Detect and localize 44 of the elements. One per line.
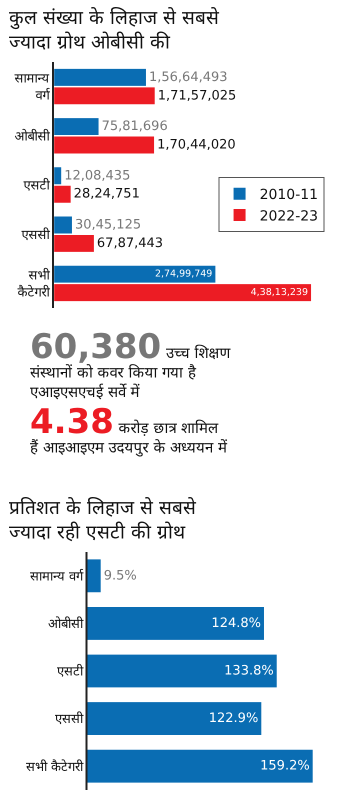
bar [54, 186, 71, 203]
bar [54, 284, 312, 302]
data-label: 67,87,443 [96, 236, 164, 251]
bar [54, 68, 146, 86]
bar [54, 234, 94, 252]
y-tick-label: सामान्य वर्ग [30, 568, 84, 584]
data-label: 1,71,57,025 [158, 88, 236, 104]
data-label: 159.2% [260, 758, 310, 774]
chart-title: कुल संख्या के लिहाज से सबसे ज्यादा ग्रोथ ओबीसी की [9, 6, 220, 54]
data-label: 28,24,751 [74, 186, 140, 202]
data-label: 122.9% [208, 711, 258, 726]
y-tick-label: सभी कैटेगरी [26, 758, 84, 775]
bar [87, 559, 101, 592]
y-tick-label: एसटी [24, 178, 51, 194]
bar [87, 606, 264, 640]
bar [54, 216, 72, 234]
y-tick-label: एसटी [56, 664, 84, 680]
legend-label: 2022-23 [260, 208, 318, 224]
y-tick-label: एससी [54, 711, 84, 728]
bar [54, 136, 154, 154]
data-label: 1,70,44,020 [157, 138, 236, 153]
data-label: 9.5% [104, 568, 137, 584]
y-tick-label: एससी [22, 226, 51, 243]
bar [87, 654, 277, 688]
data-label: 30,45,125 [74, 217, 142, 232]
y-tick-label: ओबीसी [14, 128, 51, 144]
bar [54, 266, 216, 283]
data-label: 2,74,99,749 [154, 268, 212, 280]
y-tick-label: सामान्य वर्ग [14, 72, 51, 104]
data-label: 133.8% [224, 664, 274, 678]
bar [87, 702, 262, 736]
legend-label: 2010-11 [260, 187, 318, 204]
y-tick-label: ओबीसी [48, 616, 84, 632]
data-label: 1,56,64,493 [148, 70, 228, 85]
bar [54, 87, 155, 104]
chart-title: प्रतिशत के लिहाज से सबसे ज्यादा रही एसटी की ग्रोथ [9, 496, 198, 544]
data-label: 124.8% [211, 616, 261, 631]
y-tick-label: सभी कैटेगरी [18, 268, 51, 300]
bar [54, 167, 62, 184]
data-label: 75,81,696 [102, 119, 168, 134]
bar [54, 118, 99, 136]
data-label: 4,38,13,239 [250, 287, 308, 298]
bar [87, 750, 313, 783]
data-label: 12,08,435 [64, 168, 130, 184]
